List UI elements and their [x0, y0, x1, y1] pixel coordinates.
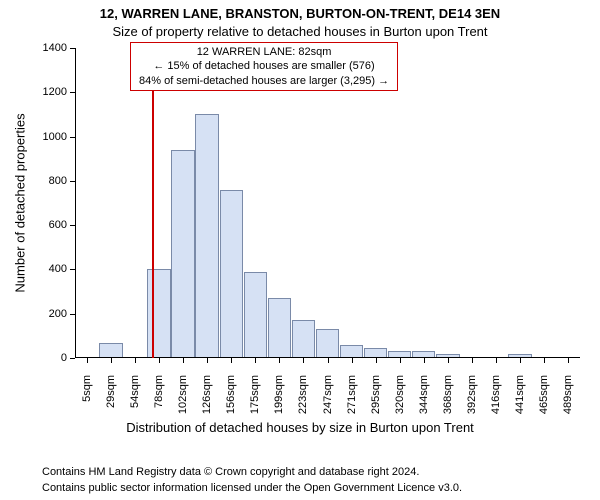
x-tick-label: 175sqm [249, 375, 261, 425]
x-tick [544, 358, 545, 363]
x-tick-label: 54sqm [129, 375, 141, 425]
x-tick [111, 358, 112, 363]
x-tick [279, 358, 280, 363]
x-tick [376, 358, 377, 363]
x-tick [520, 358, 521, 363]
x-tick-label: 102sqm [177, 375, 189, 425]
y-tick-label: 0 [27, 352, 67, 364]
x-tick [207, 358, 208, 363]
y-tick-label: 1000 [27, 131, 67, 143]
histogram-bar [220, 190, 244, 358]
y-tick-label: 200 [27, 308, 67, 320]
x-tick [448, 358, 449, 363]
y-tick-label: 1200 [27, 86, 67, 98]
histogram-bar [244, 272, 268, 358]
x-tick [183, 358, 184, 363]
x-tick-label: 223sqm [297, 375, 309, 425]
x-tick [352, 358, 353, 363]
info-line-3: 84% of semi-detached houses are larger (… [139, 74, 389, 88]
x-tick-label: 126sqm [201, 375, 213, 425]
x-tick [135, 358, 136, 363]
info-line-2: ← 15% of detached houses are smaller (57… [139, 59, 389, 73]
histogram-bar [171, 150, 195, 358]
histogram-bar [268, 298, 292, 358]
x-tick-label: 5sqm [81, 375, 93, 425]
x-tick-label: 271sqm [346, 375, 358, 425]
x-tick-label: 344sqm [418, 375, 430, 425]
x-tick-label: 320sqm [394, 375, 406, 425]
histogram-bar [316, 329, 340, 358]
histogram-bar [292, 320, 316, 358]
info-box: 12 WARREN LANE: 82sqm ← 15% of detached … [130, 42, 398, 91]
x-tick [231, 358, 232, 363]
x-tick-label: 78sqm [153, 375, 165, 425]
x-tick-label: 465sqm [538, 375, 550, 425]
y-axis-label: Number of detached properties [13, 113, 28, 292]
x-tick [255, 358, 256, 363]
y-tick-label: 600 [27, 219, 67, 231]
histogram-bar [195, 114, 219, 358]
x-tick [496, 358, 497, 363]
x-tick-label: 392sqm [466, 375, 478, 425]
y-tick [70, 358, 75, 359]
y-tick-label: 400 [27, 263, 67, 275]
x-tick-label: 441sqm [514, 375, 526, 425]
x-tick-label: 199sqm [273, 375, 285, 425]
histogram-plot: 02004006008001000120014005sqm29sqm54sqm7… [75, 48, 580, 358]
footer-line-2: Contains public sector information licen… [42, 482, 462, 494]
x-tick [472, 358, 473, 363]
title-subtitle: Size of property relative to detached ho… [0, 24, 600, 39]
y-tick-label: 800 [27, 175, 67, 187]
x-tick-label: 295sqm [370, 375, 382, 425]
y-tick-label: 1400 [27, 42, 67, 54]
x-tick [328, 358, 329, 363]
x-tick-label: 156sqm [225, 375, 237, 425]
title-address: 12, WARREN LANE, BRANSTON, BURTON-ON-TRE… [0, 6, 600, 21]
x-tick [400, 358, 401, 363]
x-tick [424, 358, 425, 363]
x-tick [568, 358, 569, 363]
x-tick-label: 368sqm [442, 375, 454, 425]
x-axis-label: Distribution of detached houses by size … [0, 420, 600, 435]
histogram-bar [99, 343, 123, 359]
x-tick-label: 416sqm [490, 375, 502, 425]
x-tick-label: 29sqm [105, 375, 117, 425]
x-tick [159, 358, 160, 363]
histogram-bar [340, 345, 364, 358]
reference-line [152, 48, 154, 358]
x-tick-label: 489sqm [562, 375, 574, 425]
footer-line-1: Contains HM Land Registry data © Crown c… [42, 466, 419, 478]
y-axis [75, 48, 76, 358]
x-tick [87, 358, 88, 363]
x-tick [303, 358, 304, 363]
x-tick-label: 247sqm [322, 375, 334, 425]
info-line-1: 12 WARREN LANE: 82sqm [139, 45, 389, 59]
